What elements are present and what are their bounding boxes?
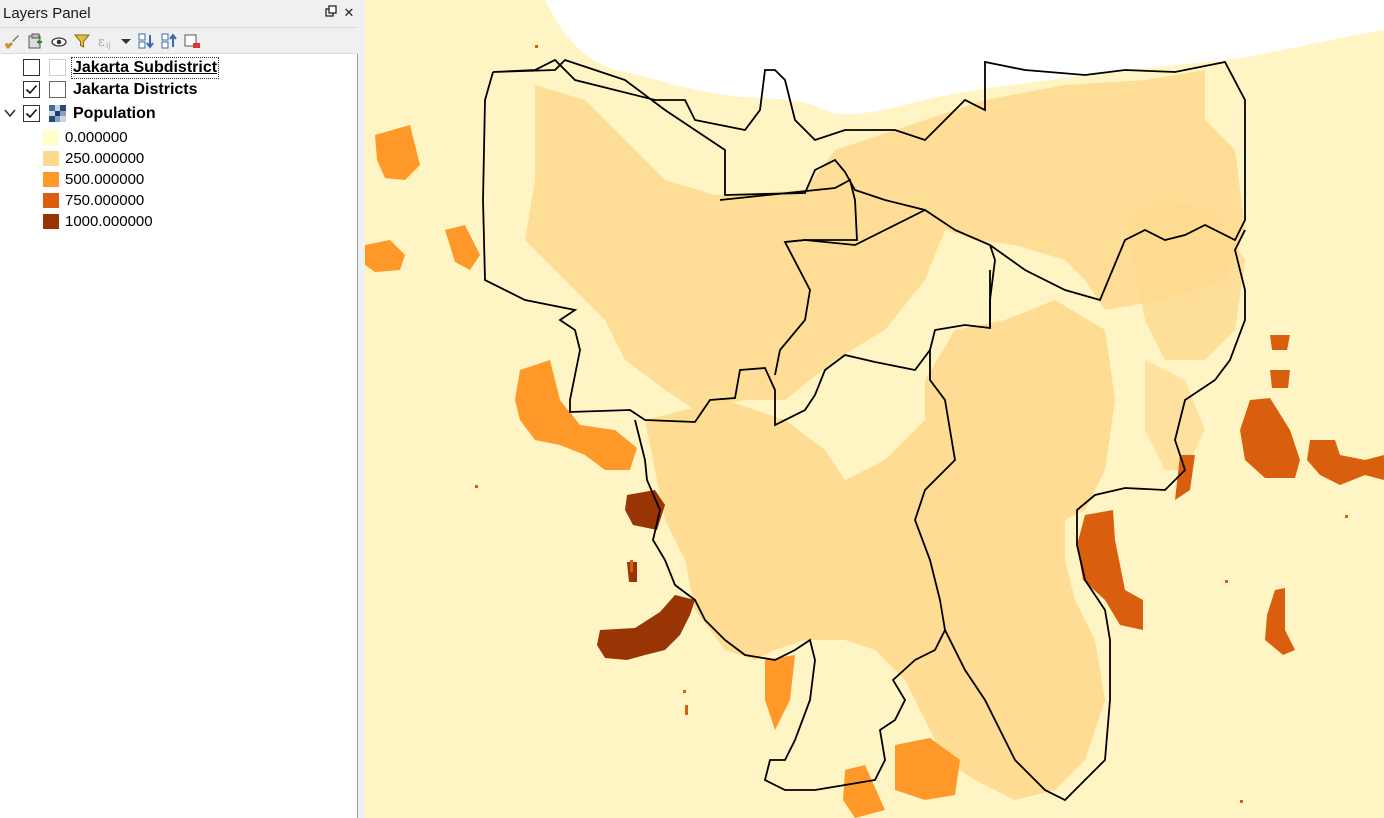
legend-label: 0.000000: [65, 129, 128, 146]
layer-name: Population: [73, 105, 156, 122]
add-group-icon[interactable]: [26, 32, 44, 50]
legend-swatch: [43, 193, 59, 208]
legend-swatch: [43, 214, 59, 229]
remove-layer-icon[interactable]: [183, 32, 201, 50]
legend-swatch: [43, 151, 59, 166]
panel-titlebar[interactable]: Layers Panel ✕: [0, 0, 358, 28]
style-brush-icon[interactable]: [3, 32, 21, 50]
polygon-layer-icon: [49, 81, 66, 98]
layer-name: Jakarta Subdistrict: [70, 57, 220, 79]
filter-legend-icon[interactable]: [73, 32, 91, 50]
layer-row-population[interactable]: Population: [0, 103, 358, 125]
collapse-all-icon[interactable]: [160, 32, 178, 50]
dropdown-arrow-icon[interactable]: [117, 32, 135, 50]
legend-item: 1000.000000: [0, 211, 358, 232]
layer-row-jakarta-subdistrict[interactable]: Jakarta Subdistrict: [0, 57, 358, 79]
density-750-zones: [1077, 335, 1384, 655]
legend-item: 500.000000: [0, 169, 358, 190]
panel-title: Layers Panel: [3, 5, 91, 22]
district-boundaries: [482, 58, 1246, 802]
legend-swatch: [43, 130, 59, 145]
legend-item: 0.000000: [0, 127, 358, 148]
density-250-zones: [525, 70, 1245, 800]
density-1000-zones: [597, 490, 695, 660]
map-render: [365, 0, 1384, 818]
legend-label: 1000.000000: [65, 213, 153, 230]
density-speckles: [475, 45, 1348, 803]
close-icon[interactable]: ✕: [343, 5, 355, 20]
layer-visibility-checkbox[interactable]: [23, 105, 40, 122]
raster-layer-icon: [49, 105, 66, 122]
checkmark-icon: [25, 108, 38, 119]
filter-expression-icon[interactable]: ε ij: [96, 32, 114, 50]
checkmark-icon: [25, 84, 38, 95]
map-canvas[interactable]: [365, 0, 1384, 818]
legend-label: 750.000000: [65, 192, 145, 209]
layer-visibility-checkbox[interactable]: [23, 59, 40, 76]
layer-visibility-checkbox[interactable]: [23, 81, 40, 98]
chevron-down-icon[interactable]: [3, 106, 17, 120]
manage-visibility-icon[interactable]: [50, 32, 68, 50]
legend-swatch: [43, 172, 59, 187]
density-500-zones: [365, 125, 960, 818]
legend-label: 250.000000: [65, 150, 145, 167]
float-panel-icon[interactable]: [323, 5, 339, 21]
sea-area: [545, 0, 1384, 115]
layers-panel: Layers Panel ✕ ε ij: [0, 0, 358, 818]
legend-item: 250.000000: [0, 148, 358, 169]
legend-item: 750.000000: [0, 190, 358, 211]
svg-text:ij: ij: [106, 41, 110, 50]
layer-row-jakarta-districts[interactable]: Jakarta Districts: [0, 79, 358, 101]
svg-text:ε: ε: [98, 35, 105, 50]
legend-label: 500.000000: [65, 171, 145, 188]
panel-splitter[interactable]: [358, 0, 365, 818]
polygon-layer-icon: [49, 59, 66, 76]
layer-name: Jakarta Districts: [73, 81, 198, 98]
layers-toolbar: ε ij: [0, 28, 358, 54]
expand-all-icon[interactable]: [137, 32, 155, 50]
